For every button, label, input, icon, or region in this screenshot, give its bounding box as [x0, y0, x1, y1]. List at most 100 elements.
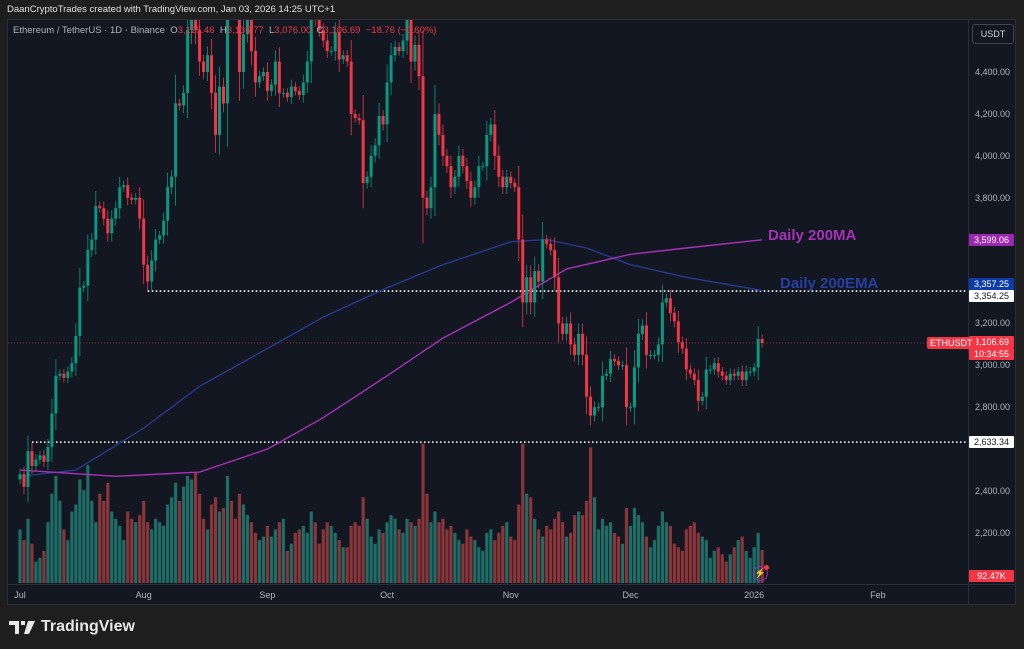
volume-bar — [712, 550, 716, 583]
volume-bar — [684, 529, 688, 583]
candle-body — [425, 197, 429, 209]
candle-body — [26, 451, 30, 487]
volume-bar — [736, 540, 740, 583]
volume-bar — [676, 547, 680, 583]
volume-bar — [150, 529, 154, 583]
candle-body — [329, 51, 333, 53]
candle-body — [549, 243, 553, 251]
volume-bar — [193, 472, 198, 583]
candle-body — [688, 369, 692, 374]
volume-bar — [732, 547, 736, 583]
candle-body — [640, 325, 644, 334]
candle-body — [94, 206, 98, 240]
volume-bar — [620, 543, 625, 583]
candle-body — [190, 20, 194, 31]
candle-body — [289, 86, 293, 98]
volume-bar — [98, 493, 102, 583]
candle-body — [445, 155, 449, 167]
candle-body — [557, 277, 561, 324]
candle-body — [90, 239, 94, 251]
volume-bar — [241, 504, 246, 583]
candle-body — [345, 55, 349, 62]
volume-bar — [449, 525, 453, 583]
volume-bar — [58, 500, 62, 583]
annotation-200ema: Daily 200EMA — [780, 275, 879, 292]
volume-bar — [533, 518, 537, 583]
volume-bar — [158, 522, 162, 583]
level-price-tag: 3,354.25 — [969, 290, 1014, 303]
time-axis-divider — [7, 584, 1016, 585]
candle-body — [114, 208, 118, 219]
volume-bar — [154, 518, 158, 583]
volume-bar — [656, 525, 660, 583]
volume-bar — [62, 529, 66, 583]
volume-bar — [174, 483, 178, 583]
candle-body — [321, 30, 325, 41]
volume-bar — [433, 511, 437, 583]
candle-body — [692, 373, 696, 380]
volume-bar — [309, 511, 313, 583]
volume-bar — [265, 525, 269, 583]
candle-body — [214, 92, 218, 135]
volume-bar — [473, 540, 477, 583]
volume-bar — [385, 522, 389, 583]
candle-body — [537, 271, 541, 282]
volume-bar — [18, 529, 22, 583]
candle-body — [429, 187, 433, 209]
tradingview-logo: TradingView — [9, 618, 135, 636]
candle-body — [146, 264, 150, 282]
candle-body — [241, 34, 245, 72]
candle-body — [652, 354, 656, 356]
candle-body — [744, 371, 748, 380]
candle-body — [644, 325, 648, 355]
last-price-tag: 3,106.69 — [969, 335, 1014, 348]
candle-body — [740, 371, 744, 380]
volume-bar — [521, 443, 525, 583]
volume-bar — [561, 522, 565, 583]
volume-bar — [393, 518, 397, 583]
volume-bar — [632, 508, 637, 583]
volume-bar — [229, 500, 234, 583]
volume-bar — [624, 508, 629, 583]
time-axis-tick: 2026 — [744, 590, 765, 600]
symbol-title[interactable]: Ethereum / TetherUS · 1D · Binance — [13, 25, 165, 36]
volume-bar — [166, 504, 170, 583]
volume-bar — [345, 547, 349, 583]
candle-body — [353, 113, 357, 119]
volume-bar — [317, 543, 321, 583]
volume-bar — [281, 518, 285, 583]
currency-button[interactable]: USDT — [972, 24, 1014, 44]
candle-body — [154, 239, 158, 261]
volume-bar — [142, 500, 146, 583]
volume-bar — [437, 522, 441, 583]
candle-body — [373, 145, 377, 156]
volume-bar — [565, 536, 569, 583]
candle-body — [672, 312, 676, 322]
candle-body — [624, 365, 628, 408]
volume-bar — [70, 511, 74, 583]
candle-body — [632, 367, 636, 408]
volume-bar — [389, 515, 393, 583]
volume-bar — [50, 493, 54, 583]
volume-bar — [497, 533, 501, 583]
lightning-icon[interactable]: ⚡ — [753, 565, 769, 581]
volume-bar — [509, 536, 513, 583]
volume-bar — [54, 475, 58, 583]
volume-bar — [205, 529, 210, 583]
volume-bar — [728, 554, 732, 583]
price-axis-tick: 3,800.00 — [975, 192, 1011, 203]
volume-bar — [588, 447, 593, 583]
candle-body — [676, 321, 680, 343]
change-value: −18.76 (−0.60%) — [365, 25, 437, 36]
candle-body — [341, 55, 345, 60]
candle-body — [525, 277, 529, 303]
candle-body — [453, 176, 457, 188]
volume-bar — [421, 443, 425, 583]
volume-bar — [493, 540, 497, 583]
candle-body — [473, 187, 477, 198]
candle-body — [636, 333, 640, 368]
candle-body — [752, 367, 756, 372]
volume-bar — [162, 525, 166, 583]
time-axis-tick: Sep — [259, 590, 276, 600]
